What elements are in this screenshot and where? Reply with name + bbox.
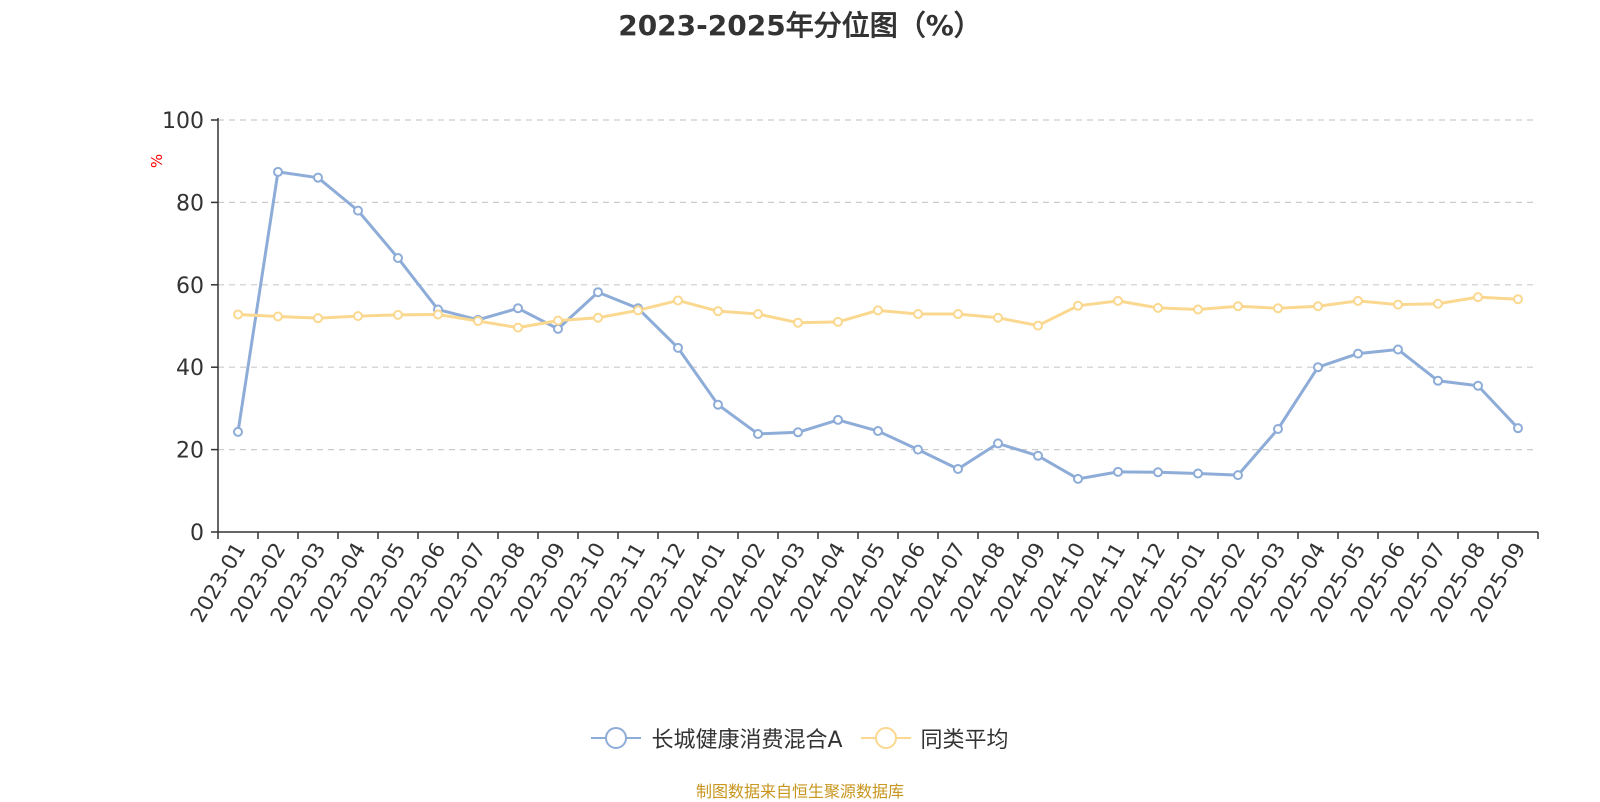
series-1-point-18 bbox=[953, 309, 963, 320]
series-1-point-15 bbox=[833, 316, 843, 327]
series-1-point-10 bbox=[633, 305, 643, 316]
series-0-point-0 bbox=[233, 426, 243, 437]
legend-label-series-1: 同类平均 bbox=[920, 728, 1009, 753]
series-1-point-32 bbox=[1513, 294, 1523, 305]
series-1-point-11 bbox=[673, 295, 683, 306]
series-0-point-16 bbox=[873, 426, 883, 437]
series-1-point-7 bbox=[513, 322, 523, 333]
series-1-point-24 bbox=[1193, 304, 1203, 315]
legend: 长城健康消费混合A 同类平均 bbox=[0, 722, 1600, 754]
series-0-point-27 bbox=[1313, 362, 1323, 373]
series-1-point-25 bbox=[1233, 301, 1243, 312]
series-0-point-31 bbox=[1473, 380, 1483, 391]
series-1-point-9 bbox=[593, 312, 603, 323]
series-0-point-30 bbox=[1433, 375, 1443, 386]
series-1-point-23 bbox=[1153, 302, 1163, 313]
y-tick-label-3: 60 bbox=[176, 274, 204, 299]
series-layer bbox=[233, 166, 1523, 484]
series-0-point-4 bbox=[393, 253, 403, 264]
series-0-point-11 bbox=[673, 342, 683, 353]
y-tick-label-0: 0 bbox=[190, 521, 204, 546]
series-1-point-2 bbox=[313, 313, 323, 324]
series-0-point-19 bbox=[993, 438, 1003, 449]
series-0-point-21 bbox=[1073, 473, 1083, 484]
source-note: 制图数据来自恒生聚源数据库 bbox=[695, 782, 904, 801]
series-0-point-24 bbox=[1193, 468, 1203, 479]
series-0-point-1 bbox=[273, 166, 283, 177]
series-1-point-30 bbox=[1433, 298, 1443, 309]
series-0-point-12 bbox=[713, 399, 723, 410]
y-tick-label-1: 20 bbox=[176, 439, 204, 464]
series-1-point-29 bbox=[1393, 299, 1403, 310]
chart-title: 2023-2025年分位图（%） bbox=[618, 9, 982, 42]
series-0-point-13 bbox=[753, 428, 763, 439]
y-tick-label-4: 80 bbox=[176, 191, 204, 216]
series-1-point-13 bbox=[753, 309, 763, 320]
series-1-point-3 bbox=[353, 311, 363, 322]
series-0-point-2 bbox=[313, 172, 323, 183]
series-0-point-28 bbox=[1353, 348, 1363, 359]
series-0-point-3 bbox=[353, 205, 363, 216]
series-0-point-29 bbox=[1393, 344, 1403, 355]
series-1-point-1 bbox=[273, 311, 283, 322]
series-1-point-5 bbox=[433, 309, 443, 320]
series-0-point-17 bbox=[913, 444, 923, 455]
series-0-point-18 bbox=[953, 463, 963, 474]
series-1-point-26 bbox=[1273, 303, 1283, 314]
series-0-point-23 bbox=[1153, 467, 1163, 478]
series-1-point-8 bbox=[553, 315, 563, 326]
series-0-point-25 bbox=[1233, 470, 1243, 481]
y-tick-label-5: 100 bbox=[162, 109, 204, 134]
legend-marker-series-1 bbox=[860, 727, 911, 749]
series-0-point-20 bbox=[1033, 450, 1043, 461]
series-0-point-9 bbox=[593, 287, 603, 298]
series-0-point-32 bbox=[1513, 423, 1523, 434]
series-1-point-17 bbox=[913, 309, 923, 320]
series-0-point-26 bbox=[1273, 424, 1283, 434]
legend-label-series-0: 长城健康消费混合A bbox=[651, 728, 843, 753]
y-tick-label-2: 40 bbox=[176, 356, 204, 381]
series-1-point-0 bbox=[233, 309, 243, 320]
series-1-point-28 bbox=[1353, 295, 1363, 306]
series-1-point-20 bbox=[1033, 320, 1043, 331]
series-1-point-4 bbox=[393, 309, 403, 320]
series-1-point-14 bbox=[793, 317, 803, 328]
series-1-point-12 bbox=[713, 306, 723, 317]
series-0-point-8 bbox=[553, 323, 563, 334]
legend-item-series-1[interactable]: 同类平均 bbox=[860, 722, 1009, 754]
series-1-point-27 bbox=[1313, 301, 1323, 312]
series-1-point-6 bbox=[473, 316, 483, 327]
series-0-point-22 bbox=[1113, 466, 1123, 477]
series-1-point-21 bbox=[1073, 300, 1083, 311]
series-1-point-22 bbox=[1113, 295, 1123, 306]
series-0-point-14 bbox=[793, 427, 803, 438]
series-0-point-7 bbox=[513, 303, 523, 314]
series-1-point-19 bbox=[993, 312, 1003, 323]
legend-marker-series-0 bbox=[591, 727, 642, 749]
series-0-point-15 bbox=[833, 414, 843, 425]
grid-layer bbox=[218, 119, 1538, 451]
legend-item-series-0[interactable]: 长城健康消费混合A bbox=[591, 722, 843, 754]
series-1-point-16 bbox=[873, 305, 883, 316]
series-1-point-31 bbox=[1473, 292, 1483, 303]
